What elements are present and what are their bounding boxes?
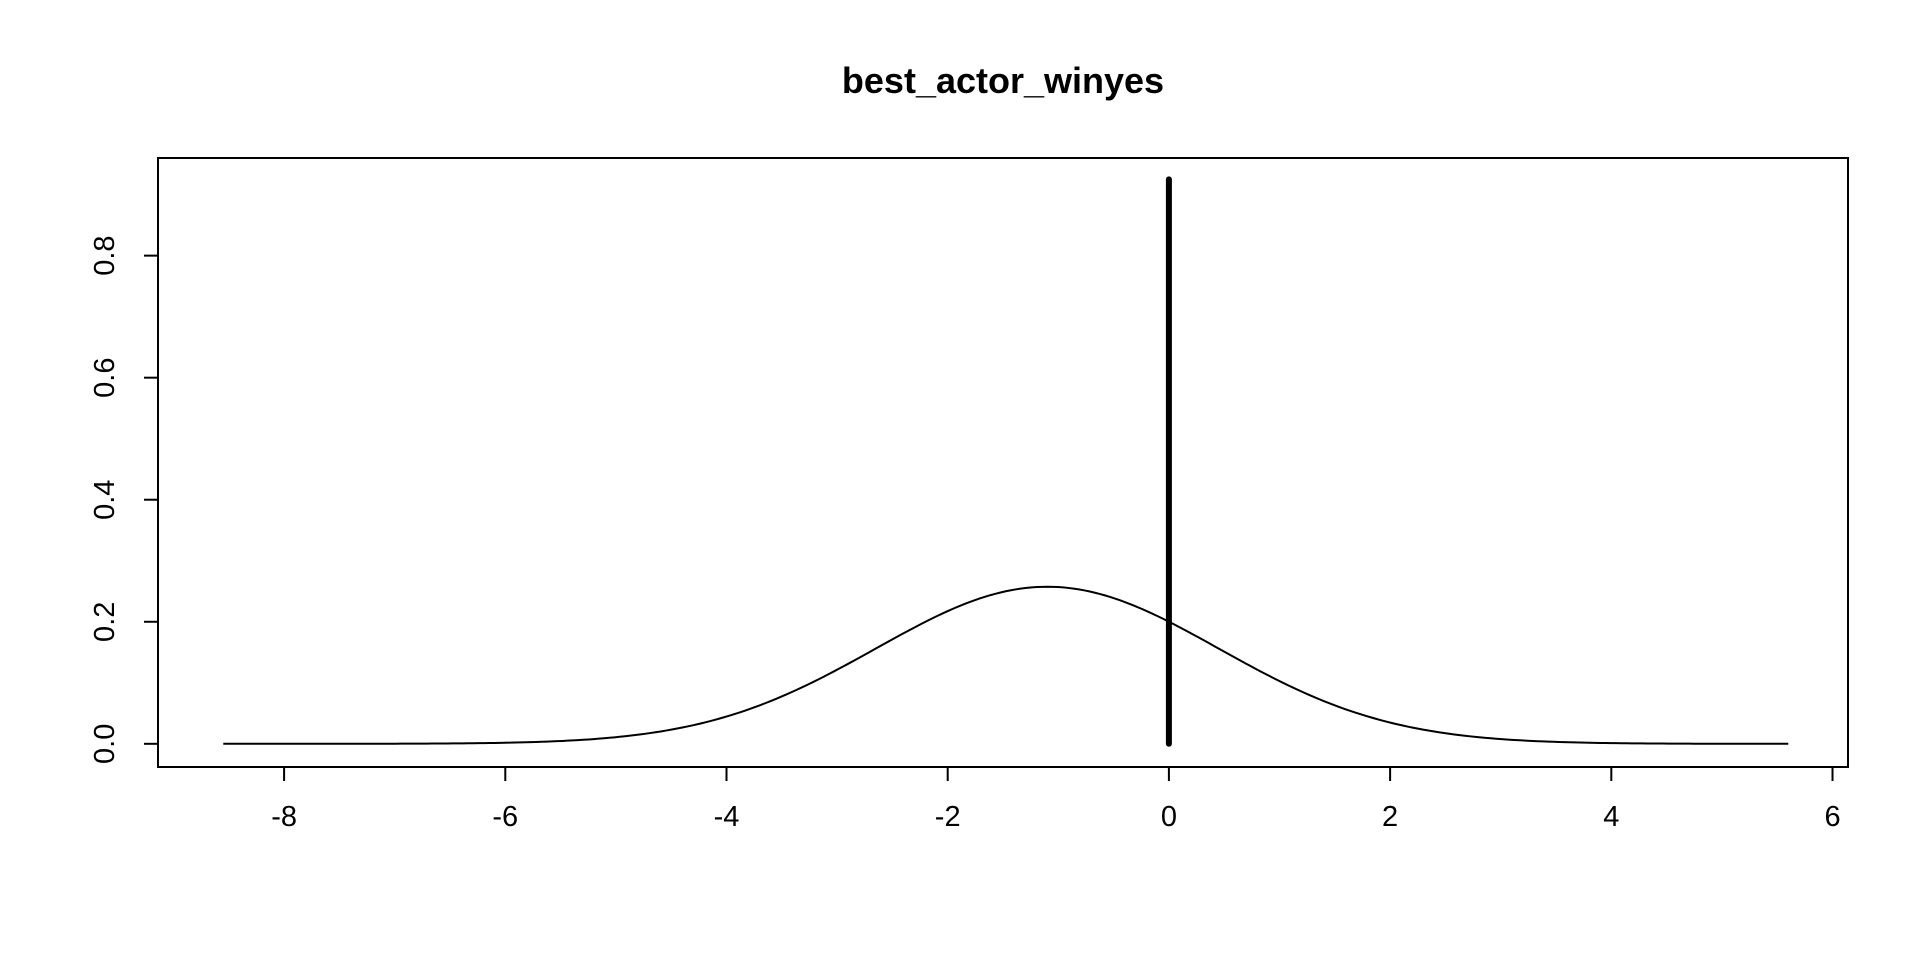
series-layer	[223, 176, 1789, 747]
plot-frame	[157, 157, 1849, 768]
y-tick-label: 0.2	[89, 602, 121, 642]
y-tick-label: 0.8	[89, 235, 121, 275]
x-tick-label: 4	[1603, 801, 1619, 833]
y-tick-label: 0.4	[89, 480, 121, 520]
x-tick-label: -2	[935, 801, 961, 833]
density-curve	[223, 585, 1789, 745]
y-axis: 0.0 0.2 0.4 0.6 0.8	[89, 235, 159, 764]
x-tick-label: 0	[1161, 801, 1177, 833]
x-tick-label: -6	[492, 801, 518, 833]
x-axis: -8 -6 -4 -2 0 2 4 6	[271, 766, 1841, 833]
chart-title: best_actor_winyes	[842, 60, 1164, 101]
y-tick-label: 0.6	[89, 358, 121, 398]
x-tick-label: -4	[714, 801, 740, 833]
x-tick-label: 2	[1382, 801, 1398, 833]
x-tick-label: -8	[271, 801, 297, 833]
x-tick-label: 6	[1824, 801, 1840, 833]
y-tick-label: 0.0	[89, 724, 121, 764]
